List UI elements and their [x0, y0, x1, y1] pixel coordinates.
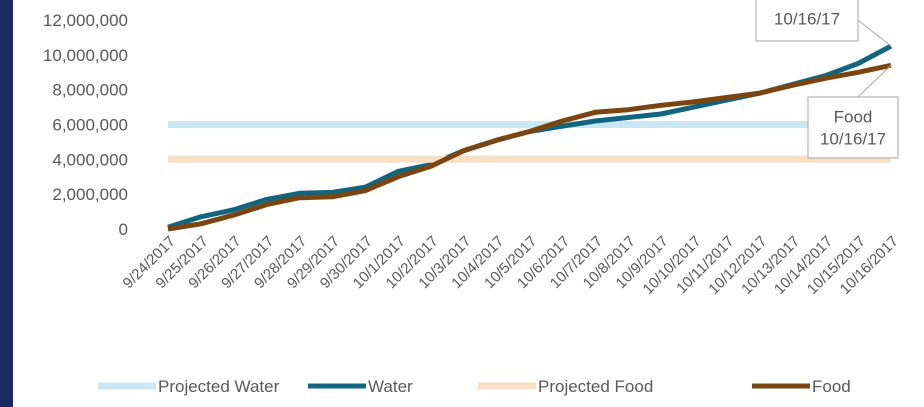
accent-bar	[0, 0, 13, 407]
legend-label-projected-food: Projected Food	[538, 377, 653, 396]
y-tick-label: 8,000,000	[52, 81, 128, 100]
y-axis: 0 2,000,000 4,000,000 6,000,000 8,000,000 10,…	[43, 11, 128, 239]
legend-label-projected-water: Projected Water	[158, 377, 280, 396]
plot-area	[167, 43, 893, 232]
callout-label: 10/16/17	[820, 130, 886, 149]
y-tick-label: 10,000,000	[43, 46, 128, 65]
y-tick-label: 6,000,000	[52, 116, 128, 135]
callout-box	[807, 96, 899, 159]
x-axis: 9/24/20179/25/20179/26/20179/27/20179/28…	[120, 233, 902, 298]
y-tick-label: 12,000,000	[43, 11, 128, 30]
legend-label-water: Water	[368, 377, 413, 396]
callout-label: 10/16/17	[774, 10, 840, 29]
y-tick-label: 0	[119, 220, 128, 239]
data-callouts: 10/16/17 Food 10/16/17	[755, 0, 899, 159]
y-tick-label: 2,000,000	[52, 185, 128, 204]
callout-label: Food	[834, 108, 873, 127]
y-tick-label: 4,000,000	[52, 150, 128, 169]
legend-label-food: Food	[812, 377, 851, 396]
callout-leader	[857, 19, 892, 47]
series-line-food	[167, 62, 892, 232]
callout-leader	[857, 64, 892, 98]
legend: Projected Water Water Projected Food Food	[98, 377, 851, 396]
callout-box	[755, 0, 859, 42]
